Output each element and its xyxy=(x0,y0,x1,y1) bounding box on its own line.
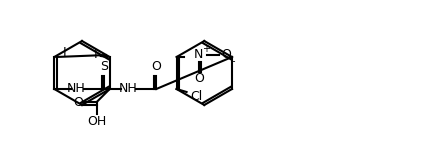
Text: S: S xyxy=(100,60,108,73)
Text: I: I xyxy=(63,46,66,58)
Text: N: N xyxy=(194,49,203,61)
Text: +: + xyxy=(202,44,210,54)
Text: -: - xyxy=(232,56,235,66)
Text: OH: OH xyxy=(87,115,106,128)
Text: I: I xyxy=(94,48,98,61)
Text: O: O xyxy=(222,49,232,61)
Text: NH: NH xyxy=(119,82,138,95)
Text: O: O xyxy=(151,60,161,73)
Text: O: O xyxy=(73,95,83,109)
Text: NH: NH xyxy=(67,82,86,95)
Text: Cl: Cl xyxy=(191,91,203,103)
Text: O: O xyxy=(195,73,204,85)
